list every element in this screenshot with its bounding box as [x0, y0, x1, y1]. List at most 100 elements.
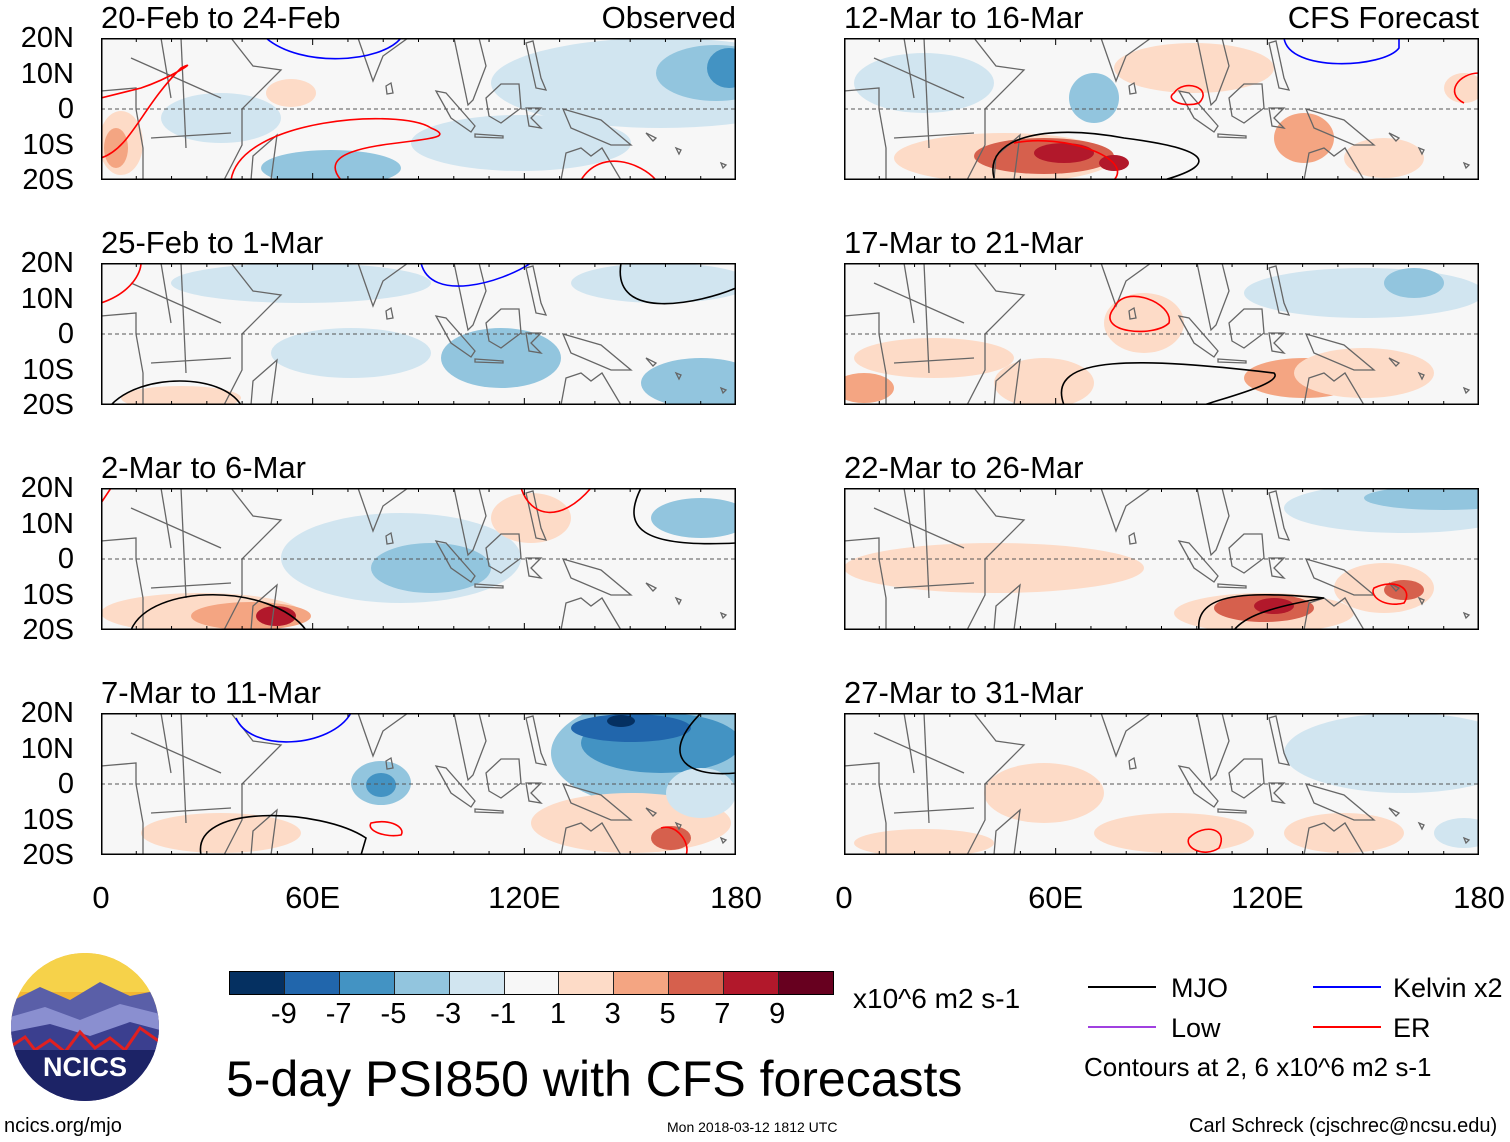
colorbar-swatch [339, 972, 395, 994]
psi850-map [101, 38, 736, 180]
contour-line [101, 263, 142, 304]
anomaly-area [271, 328, 431, 378]
anomaly-area [1274, 113, 1334, 163]
contour-line [1453, 72, 1479, 104]
contour-line [1198, 593, 1325, 630]
colorbar [229, 971, 834, 995]
contour-line [1060, 362, 1276, 405]
contour-line [1170, 84, 1204, 106]
latitude-label: 10S [22, 353, 74, 386]
psi850-map [844, 488, 1479, 630]
latitude-label: 20N [20, 697, 74, 729]
panel-title: 20-Feb to 24-Feb [101, 0, 341, 35]
ncics-logo: NCICS [11, 953, 159, 1101]
latitude-label: 20N [20, 22, 74, 54]
coastlines [101, 38, 728, 180]
contour-line [369, 820, 403, 837]
latitude-label: 0 [57, 543, 74, 575]
anomaly-area [121, 386, 241, 405]
contour-line [420, 263, 532, 287]
latitude-label: 10N [20, 57, 74, 90]
legend-low: Low [1171, 1013, 1221, 1043]
coastlines [101, 488, 728, 630]
svg-text:NCICS: NCICS [43, 1052, 127, 1082]
map-panel [101, 488, 736, 630]
map-panel [844, 263, 1479, 405]
map-panel [844, 713, 1479, 855]
contour-line [580, 160, 657, 180]
colorbar-swatch [614, 972, 670, 994]
anomaly-area [571, 714, 691, 742]
anomaly-area [854, 53, 994, 113]
anomaly-area [707, 48, 736, 88]
contour-line [633, 488, 736, 545]
map-panel [844, 488, 1479, 630]
anomaly-area [366, 773, 396, 797]
panel-title: 22-Mar to 26-Mar [844, 450, 1084, 485]
footer-credit: Carl Schreck (cjschrec@ncsu.edu) [1189, 1115, 1498, 1137]
panel-source-label: Observed [601, 0, 736, 35]
anomaly-area [571, 263, 736, 303]
longitude-label: 180 [1453, 880, 1505, 915]
coastlines [844, 488, 1471, 630]
contour-line [660, 826, 688, 855]
map-panel [101, 38, 736, 180]
panel-title: 7-Mar to 11-Mar [101, 675, 321, 710]
latitude-label: 10N [20, 732, 74, 765]
kelvin-legend-line [1313, 986, 1381, 988]
map-panel [101, 713, 736, 855]
longitude-label: 120E [488, 880, 561, 915]
colorbar-swatch [449, 972, 505, 994]
colorbar-swatch [230, 972, 285, 994]
latitude-label: 20S [22, 839, 74, 871]
contour-line [1187, 828, 1222, 853]
contour-line [101, 488, 112, 504]
psi850-map [844, 38, 1479, 180]
footer-timestamp: Mon 2018-03-12 1812 UTC [667, 1119, 838, 1135]
colorbar-tick-label: -9 [270, 998, 297, 1030]
anomaly-area [441, 328, 561, 388]
contour-line [199, 814, 367, 855]
longitude-label: 0 [835, 880, 853, 915]
latitude-label: 10S [22, 578, 74, 611]
colorbar-units: x10^6 m2 s-1 [853, 983, 1021, 1014]
anomaly-area [1294, 348, 1434, 398]
longitude-label: 0 [92, 880, 110, 915]
anomaly-area [607, 715, 635, 727]
contour-line [1109, 295, 1170, 333]
legend-mjo: MJO [1171, 973, 1228, 1003]
psi850-map [101, 263, 736, 405]
anomaly-area [256, 606, 296, 626]
coastlines [101, 713, 728, 855]
contour-line [1372, 583, 1408, 605]
colorbar-tick-label: 7 [714, 998, 731, 1030]
anomaly-area [1094, 813, 1254, 853]
colorbar-tick-label: -1 [490, 998, 516, 1030]
latitude-label: 10S [22, 128, 74, 161]
anomaly-area [141, 813, 301, 853]
anomaly-area [1344, 138, 1424, 178]
colorbar-tick-label: 1 [549, 998, 566, 1030]
anomaly-area [1069, 73, 1119, 123]
anomaly-area [266, 79, 316, 107]
footer-url[interactable]: ncics.org/mjo [4, 1115, 122, 1137]
anomaly-area [1104, 293, 1184, 353]
coastlines [101, 263, 728, 405]
colorbar-tick-label: 5 [659, 998, 676, 1030]
psi850-map [844, 263, 1479, 405]
latitude-label: 0 [57, 93, 74, 125]
contour-line [520, 488, 592, 514]
mjo-legend-line [1088, 986, 1156, 988]
colorbar-swatch [559, 972, 615, 994]
contour-line [110, 380, 242, 405]
anomaly-area [854, 829, 994, 855]
latitude-label: 20N [20, 472, 74, 504]
anomaly-area [1284, 813, 1404, 853]
contour-line [230, 117, 441, 180]
legend-er: ER [1393, 1013, 1431, 1043]
anomaly-area [854, 338, 1014, 378]
colorbar-swatch [669, 972, 725, 994]
colorbar-tick-label: -3 [435, 998, 462, 1030]
anomaly-area [844, 373, 894, 403]
contour-line [130, 593, 307, 630]
